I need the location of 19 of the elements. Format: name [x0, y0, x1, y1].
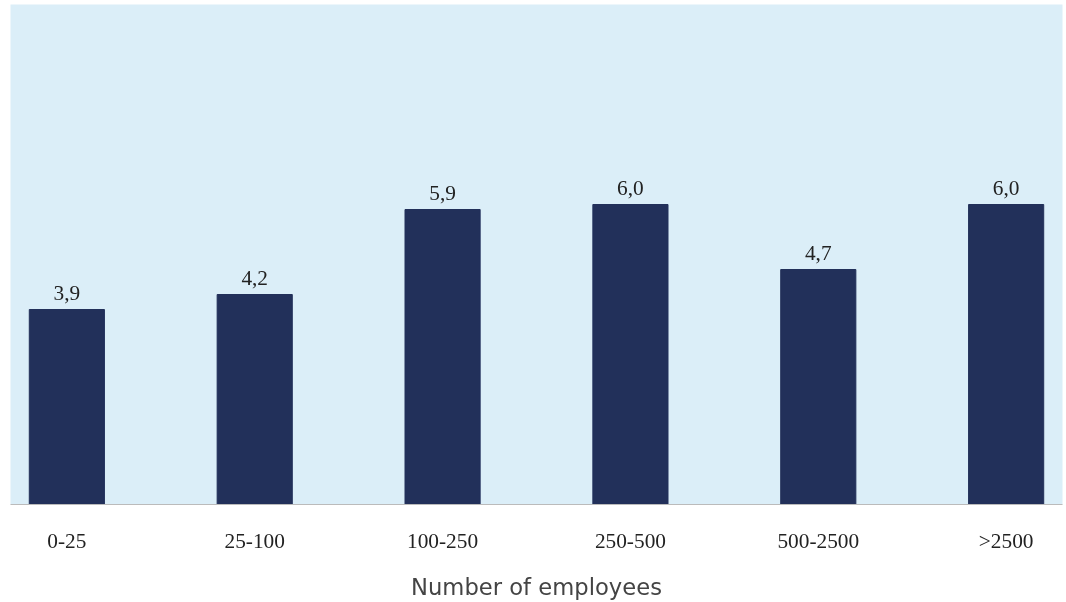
bar [216, 294, 293, 505]
data-label: 6,0 [992, 175, 1020, 200]
x-axis-title: Number of employees [411, 573, 662, 600]
data-label: 5,9 [429, 180, 456, 205]
x-tick-label: 250-500 [594, 528, 666, 553]
data-label: 4,7 [804, 240, 832, 265]
x-tick-label: 0-25 [47, 528, 87, 553]
x-tick-label: 25-100 [224, 528, 285, 553]
bar [592, 204, 669, 505]
x-tick-label: >2500 [978, 528, 1034, 553]
x-tick-label: 500-2500 [777, 528, 860, 553]
data-label: 3,9 [53, 280, 81, 305]
data-label: 4,2 [241, 265, 269, 290]
bar [28, 309, 105, 505]
bar [968, 204, 1045, 505]
data-label: 6,0 [617, 175, 644, 200]
bar [780, 269, 857, 505]
x-tick-label: 100-250 [407, 528, 479, 553]
bar [404, 209, 481, 505]
